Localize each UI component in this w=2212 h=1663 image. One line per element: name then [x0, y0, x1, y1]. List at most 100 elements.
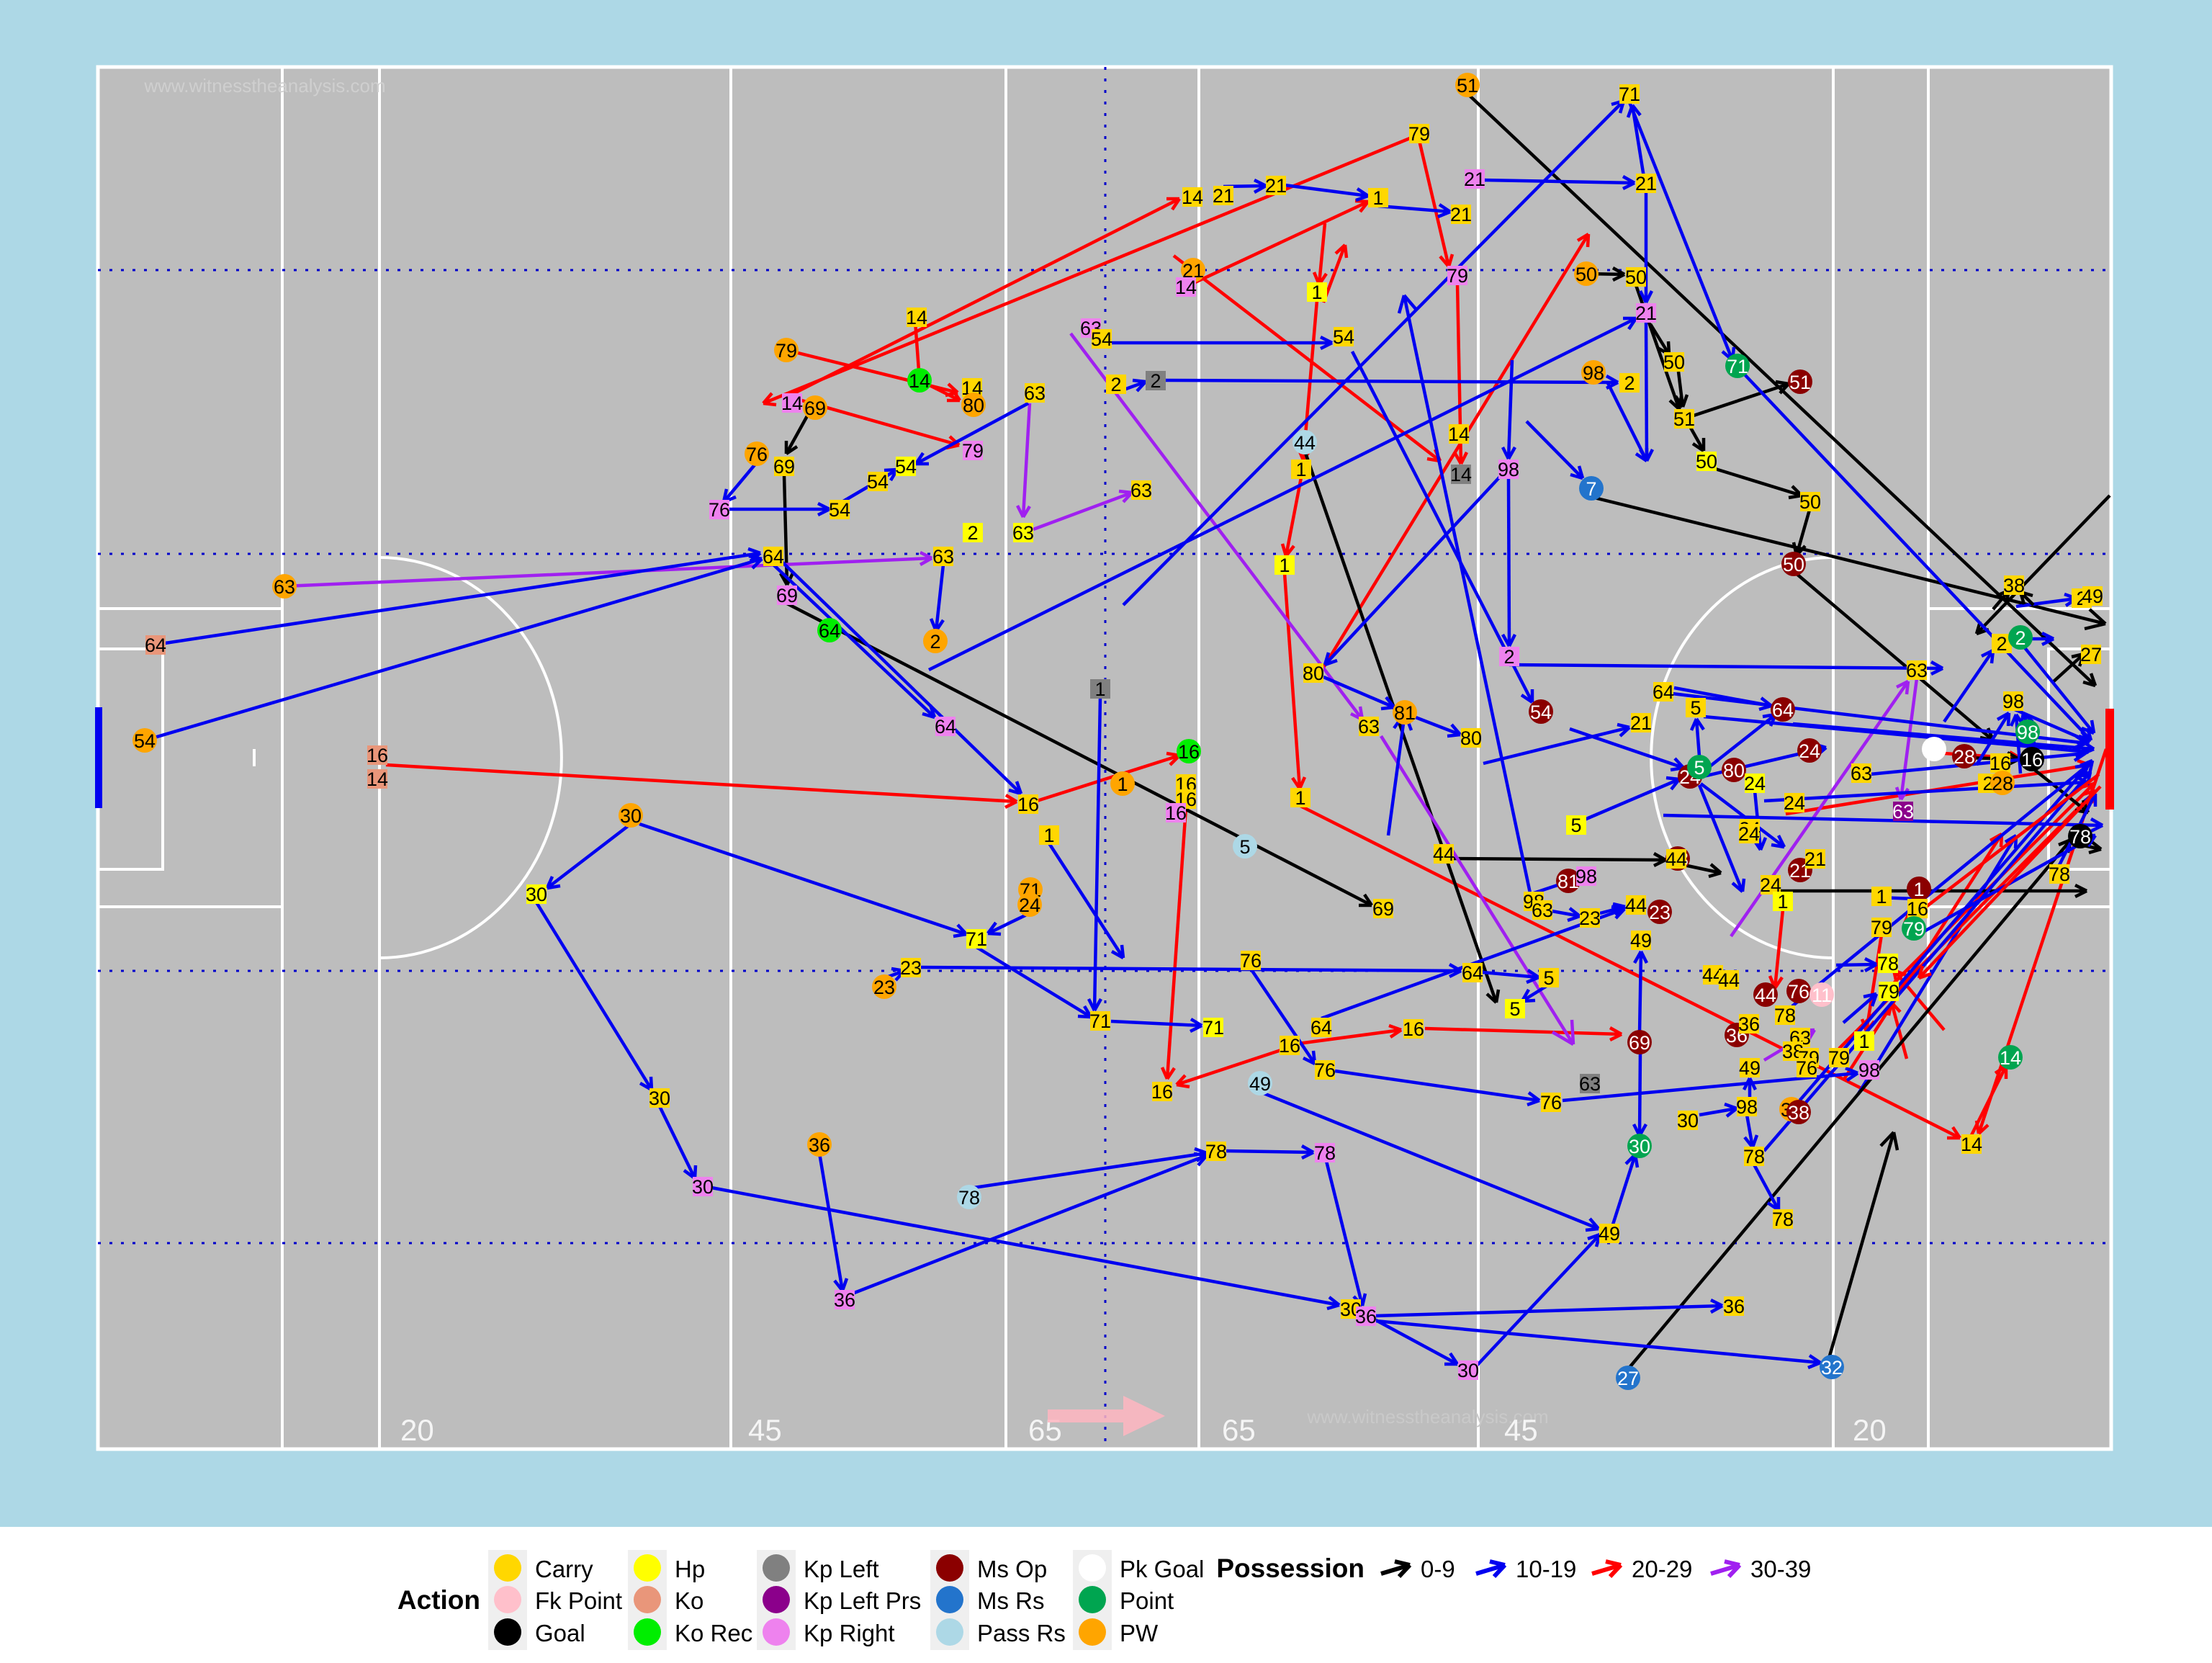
svg-text:71: 71 [1619, 84, 1640, 105]
svg-text:80: 80 [963, 395, 984, 416]
svg-text:64: 64 [1653, 681, 1674, 703]
svg-text:32: 32 [1821, 1357, 1843, 1379]
svg-text:24: 24 [1799, 740, 1820, 762]
svg-text:44: 44 [1755, 985, 1776, 1006]
svg-text:14: 14 [909, 370, 930, 392]
svg-text:51: 51 [1457, 75, 1478, 97]
svg-text:80: 80 [1303, 663, 1324, 684]
svg-text:www.witnesstheanalysis.com: www.witnesstheanalysis.com [1306, 1406, 1548, 1427]
svg-text:24: 24 [1738, 823, 1760, 845]
svg-text:79: 79 [1871, 917, 1892, 938]
svg-text:16: 16 [1279, 1035, 1300, 1057]
svg-text:63: 63 [274, 576, 295, 598]
svg-text:21: 21 [1635, 173, 1657, 194]
svg-text:49: 49 [2082, 586, 2103, 607]
svg-text:14: 14 [1448, 423, 1470, 445]
svg-text:Ko: Ko [675, 1587, 703, 1614]
svg-text:78: 78 [1205, 1141, 1227, 1162]
svg-text:1: 1 [1858, 1031, 1869, 1052]
svg-text:50: 50 [1799, 491, 1821, 513]
svg-text:71: 71 [1727, 356, 1748, 377]
svg-text:30: 30 [526, 884, 547, 905]
svg-text:Possession: Possession [1216, 1554, 1364, 1583]
svg-text:1: 1 [1117, 774, 1128, 795]
svg-text:49: 49 [1599, 1223, 1620, 1245]
svg-text:30: 30 [692, 1176, 714, 1198]
svg-text:www.witnesstheanalysis.com: www.witnesstheanalysis.com [143, 75, 385, 97]
svg-text:24: 24 [1784, 792, 1805, 814]
svg-text:16: 16 [1017, 794, 1039, 815]
svg-text:78: 78 [958, 1187, 980, 1209]
svg-text:30: 30 [620, 805, 642, 827]
svg-text:14: 14 [1175, 277, 1197, 298]
svg-text:16: 16 [1178, 741, 1200, 763]
svg-text:98: 98 [2017, 722, 2038, 743]
svg-text:64: 64 [145, 635, 166, 656]
svg-text:38: 38 [1788, 1102, 1809, 1124]
svg-text:63: 63 [1532, 900, 1553, 921]
svg-text:5: 5 [1543, 967, 1554, 989]
svg-text:Goal: Goal [535, 1620, 585, 1646]
svg-text:69: 69 [776, 585, 798, 606]
svg-text:69: 69 [1372, 898, 1394, 920]
svg-text:54: 54 [134, 730, 156, 752]
svg-text:51: 51 [1789, 372, 1811, 393]
svg-text:27: 27 [2080, 644, 2102, 665]
svg-text:63: 63 [1906, 660, 1928, 681]
svg-text:50: 50 [1663, 351, 1685, 373]
svg-text:54: 54 [1333, 326, 1354, 348]
svg-text:14: 14 [781, 393, 803, 414]
svg-text:2: 2 [1503, 646, 1514, 668]
svg-text:16: 16 [1165, 802, 1187, 824]
svg-text:54: 54 [1530, 701, 1552, 723]
svg-text:76: 76 [709, 499, 730, 521]
svg-text:78: 78 [1772, 1209, 1794, 1230]
svg-text:14: 14 [906, 307, 927, 328]
svg-text:79: 79 [1828, 1047, 1850, 1069]
svg-text:98: 98 [1575, 866, 1597, 887]
svg-text:Hp: Hp [675, 1556, 705, 1582]
svg-text:Action: Action [397, 1585, 480, 1615]
svg-text:63: 63 [1579, 1073, 1601, 1095]
svg-text:63: 63 [1892, 801, 1914, 822]
svg-text:50: 50 [1625, 266, 1647, 288]
svg-text:78: 78 [1314, 1142, 1336, 1164]
svg-text:76: 76 [1314, 1059, 1336, 1081]
svg-text:2: 2 [1996, 633, 2007, 655]
svg-text:44: 44 [1294, 432, 1316, 454]
svg-text:1: 1 [1295, 459, 1306, 480]
svg-text:78: 78 [1743, 1146, 1765, 1167]
svg-text:1: 1 [1913, 879, 1924, 900]
svg-text:28: 28 [1954, 746, 1975, 768]
svg-text:21: 21 [1464, 169, 1485, 190]
svg-text:Kp Right: Kp Right [804, 1620, 895, 1646]
svg-text:14: 14 [1961, 1134, 1982, 1155]
svg-text:69: 69 [1629, 1032, 1650, 1054]
svg-text:71: 71 [1089, 1010, 1111, 1032]
svg-text:23: 23 [1579, 907, 1601, 929]
svg-text:44: 44 [1665, 848, 1687, 870]
svg-text:64: 64 [819, 620, 840, 642]
svg-text:45: 45 [748, 1413, 782, 1447]
svg-text:30: 30 [649, 1088, 670, 1109]
svg-text:23: 23 [1649, 902, 1671, 923]
svg-text:51: 51 [1673, 408, 1695, 430]
svg-text:16: 16 [1403, 1018, 1424, 1040]
svg-text:1: 1 [1876, 886, 1887, 907]
svg-text:11: 11 [1812, 985, 1832, 1006]
svg-text:30: 30 [1629, 1136, 1650, 1157]
svg-text:63: 63 [1024, 382, 1046, 404]
svg-text:63: 63 [1012, 522, 1034, 544]
svg-text:20-29: 20-29 [1632, 1556, 1692, 1582]
svg-text:1: 1 [1777, 891, 1788, 913]
svg-text:50: 50 [1575, 264, 1597, 285]
svg-text:79: 79 [775, 340, 797, 362]
svg-text:16: 16 [1907, 898, 1928, 920]
svg-text:1: 1 [1311, 282, 1322, 303]
svg-text:63: 63 [1358, 716, 1380, 738]
svg-text:98: 98 [1858, 1059, 1880, 1081]
svg-text:50: 50 [1783, 554, 1804, 575]
svg-text:54: 54 [895, 456, 917, 478]
svg-text:76: 76 [1788, 981, 1809, 1003]
svg-text:14: 14 [2000, 1047, 2021, 1069]
